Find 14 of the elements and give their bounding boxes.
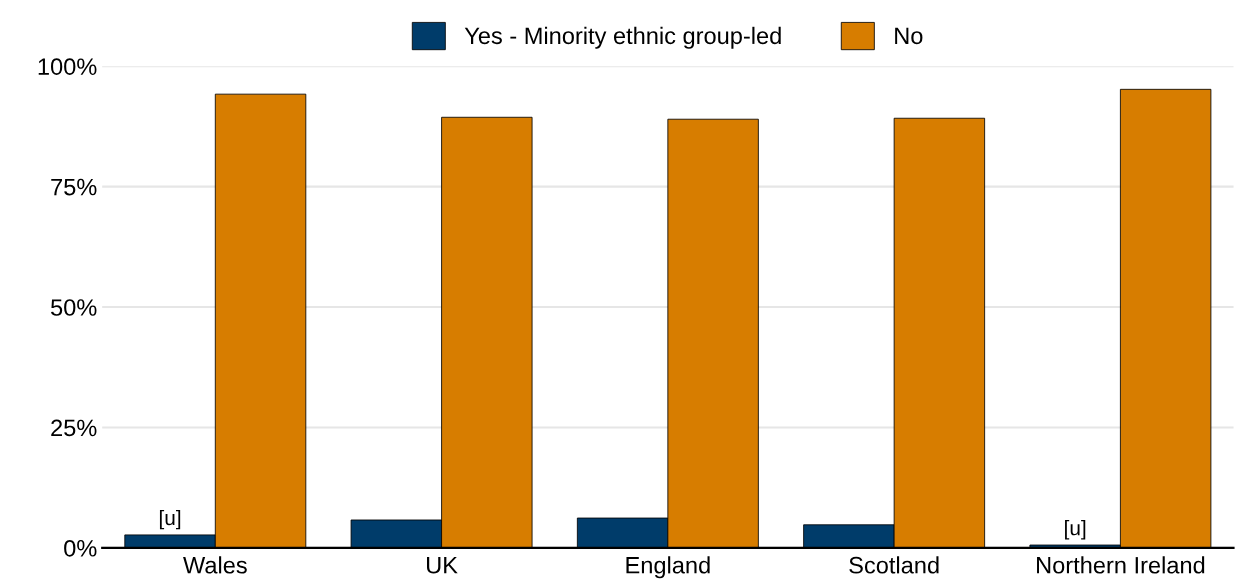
y-tick-label: 75% [51, 178, 97, 196]
x-tick-label: Scotland [849, 556, 939, 574]
y-tick-label: 25% [51, 419, 97, 437]
annotation: [u] [159, 509, 181, 530]
y-tick-label: 50% [51, 299, 97, 316]
x-tick-label: Northern Ireland [1037, 556, 1205, 574]
y-tick-label: 0% [64, 539, 97, 557]
annotation: [u] [1065, 520, 1086, 540]
x-tick-label: England [626, 556, 710, 579]
legend-label: No [895, 27, 923, 45]
legend-label: Yes - Minority ethnic group-led [464, 26, 781, 49]
y-tick-label: 100% [38, 58, 97, 76]
x-tick-label: Wales [183, 556, 247, 574]
x-tick-label: UK [427, 557, 458, 574]
